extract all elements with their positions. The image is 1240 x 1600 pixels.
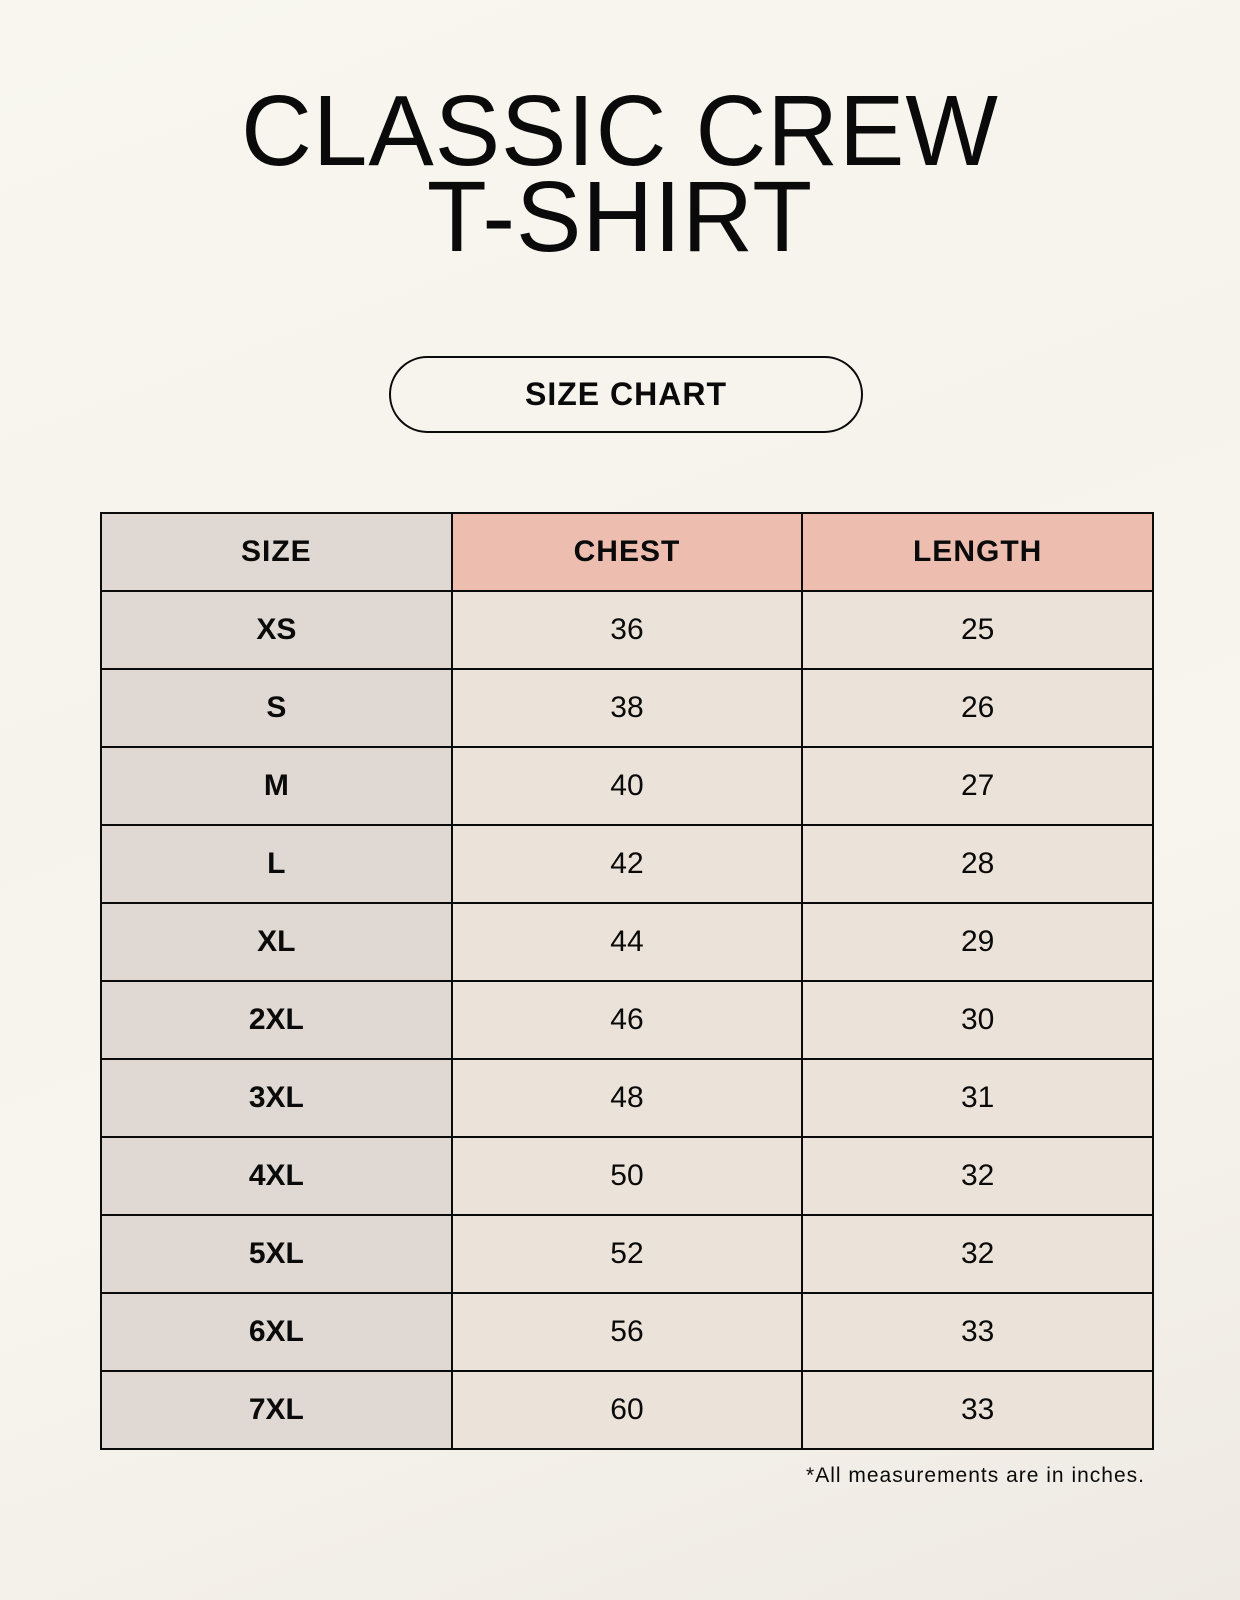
size-chart-badge: SIZE CHART [389, 356, 863, 433]
title-line-2: T-SHIRT [426, 161, 814, 273]
table-row: 5XL 52 32 [100, 1214, 1154, 1294]
length-cell: 31 [801, 1058, 1154, 1138]
size-cell: 3XL [100, 1058, 453, 1138]
length-cell: 30 [801, 980, 1154, 1060]
size-cell: XS [100, 590, 453, 670]
table-row: 3XL 48 31 [100, 1058, 1154, 1138]
chest-cell: 60 [450, 1370, 804, 1450]
length-cell: 25 [801, 590, 1154, 670]
page-title: CLASSIC CREW T-SHIRT [0, 75, 1240, 273]
length-cell: 32 [801, 1136, 1154, 1216]
table-row: 2XL 46 30 [100, 980, 1154, 1060]
table-row: 7XL 60 33 [100, 1370, 1154, 1450]
table-row: M 40 27 [100, 746, 1154, 826]
size-cell: 2XL [100, 980, 453, 1060]
size-cell: L [100, 824, 453, 904]
chest-cell: 40 [450, 746, 804, 826]
size-table: SIZE CHEST LENGTH XS 36 25 S 38 26 M 40 27 L 42 28 X… [100, 512, 1154, 1450]
size-cell: 6XL [100, 1292, 453, 1372]
chest-cell: 56 [450, 1292, 804, 1372]
length-cell: 28 [801, 824, 1154, 904]
chest-cell: 50 [450, 1136, 804, 1216]
size-cell: 4XL [100, 1136, 453, 1216]
length-cell: 33 [801, 1370, 1154, 1450]
length-cell: 32 [801, 1214, 1154, 1294]
chest-cell: 44 [450, 902, 804, 982]
chest-cell: 52 [450, 1214, 804, 1294]
header-length: LENGTH [801, 512, 1154, 592]
table-row: S 38 26 [100, 668, 1154, 748]
footnote: *All measurements are in inches. [806, 1464, 1145, 1487]
title-line-1: CLASSIC CREW [241, 75, 999, 187]
length-cell: 33 [801, 1292, 1154, 1372]
length-cell: 26 [801, 668, 1154, 748]
length-cell: 27 [801, 746, 1154, 826]
table-row: L 42 28 [100, 824, 1154, 904]
size-cell: XL [100, 902, 453, 982]
length-cell: 29 [801, 902, 1154, 982]
header-size: SIZE [100, 512, 453, 592]
size-cell: S [100, 668, 453, 748]
header-chest: CHEST [450, 512, 804, 592]
size-cell: 5XL [100, 1214, 453, 1294]
table-row: XL 44 29 [100, 902, 1154, 982]
chest-cell: 48 [450, 1058, 804, 1138]
table-row: XS 36 25 [100, 590, 1154, 670]
chest-cell: 38 [450, 668, 804, 748]
size-cell: M [100, 746, 453, 826]
size-cell: 7XL [100, 1370, 453, 1450]
table-row: 6XL 56 33 [100, 1292, 1154, 1372]
chest-cell: 46 [450, 980, 804, 1060]
table-row: 4XL 50 32 [100, 1136, 1154, 1216]
chest-cell: 36 [450, 590, 804, 670]
chest-cell: 42 [450, 824, 804, 904]
table-header-row: SIZE CHEST LENGTH [100, 512, 1154, 592]
